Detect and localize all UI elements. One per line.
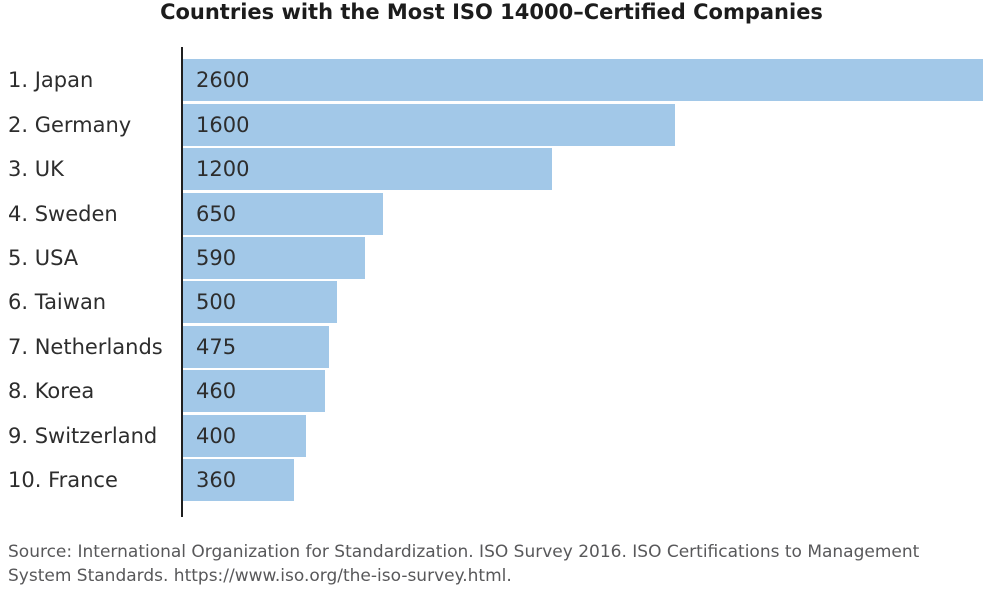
chart-row: 5. USA 590 [0, 236, 983, 280]
source-line-2: System Standards. https://www.iso.org/th… [8, 566, 512, 586]
chart-row: 9. Switzerland 400 [0, 414, 983, 458]
chart-row: 7. Netherlands 475 [0, 325, 983, 369]
bar-track: 650 [183, 191, 983, 235]
category-label: 10. France [8, 468, 118, 493]
bar-value-label: 460 [196, 379, 237, 404]
category-label: 9. Switzerland [8, 423, 158, 448]
bar-track: 460 [183, 369, 983, 413]
y-axis-line [181, 47, 183, 517]
chart-row: 2. Germany 1600 [0, 102, 983, 146]
chart-title: Countries with the Most ISO 14000–Certif… [160, 0, 823, 24]
bar: 590 [183, 236, 365, 279]
chart-row: 8. Korea 460 [0, 369, 983, 413]
chart-row: 10. France 360 [0, 458, 983, 502]
category-label: 4. Sweden [8, 201, 118, 226]
bar-track: 360 [183, 458, 983, 502]
bar: 360 [183, 459, 294, 502]
source-note: Source: International Organization for S… [8, 540, 978, 588]
chart-row: 4. Sweden 650 [0, 191, 983, 235]
bar-value-label: 650 [196, 201, 237, 226]
bar-value-label: 360 [196, 468, 237, 493]
bar: 1200 [183, 148, 553, 191]
category-label: 3. UK [8, 157, 64, 182]
bar: 475 [183, 325, 330, 368]
bar: 2600 [183, 59, 983, 102]
bar-value-label: 2600 [196, 68, 250, 93]
bar: 1600 [183, 103, 676, 146]
bar-track: 1600 [183, 102, 983, 146]
bar: 650 [183, 192, 383, 235]
bar-track: 475 [183, 325, 983, 369]
bar-track: 500 [183, 280, 983, 324]
category-label: 2. Germany [8, 112, 132, 137]
category-label: 8. Korea [8, 379, 95, 404]
category-label: 6. Taiwan [8, 290, 107, 315]
bar-value-label: 475 [196, 334, 237, 359]
bar-value-label: 1200 [196, 157, 250, 182]
bar-value-label: 500 [196, 290, 237, 315]
bar-value-label: 590 [196, 245, 237, 270]
category-label: 7. Netherlands [8, 334, 163, 359]
bar: 460 [183, 370, 325, 413]
bar-track: 400 [183, 414, 983, 458]
chart-row: 6. Taiwan 500 [0, 280, 983, 324]
bar: 400 [183, 414, 307, 457]
bar-value-label: 400 [196, 423, 237, 448]
category-label: 5. USA [8, 245, 79, 270]
bar-value-label: 1600 [196, 112, 250, 137]
bar: 500 [183, 281, 337, 324]
chart-row: 1. Japan 2600 [0, 58, 983, 102]
category-label: 1. Japan [8, 68, 94, 93]
bar-track: 2600 [183, 58, 983, 102]
bar-rows: 1. Japan 2600 2. Germany 1600 3. UK 1200 4. Sw… [0, 58, 983, 502]
chart-row: 3. UK 1200 [0, 147, 983, 191]
bar-track: 1200 [183, 147, 983, 191]
bar-chart: 1. Japan 2600 2. Germany 1600 3. UK 1200 4. Sw… [0, 47, 983, 517]
source-line-1: Source: International Organization for S… [8, 542, 920, 562]
bar-track: 590 [183, 236, 983, 280]
